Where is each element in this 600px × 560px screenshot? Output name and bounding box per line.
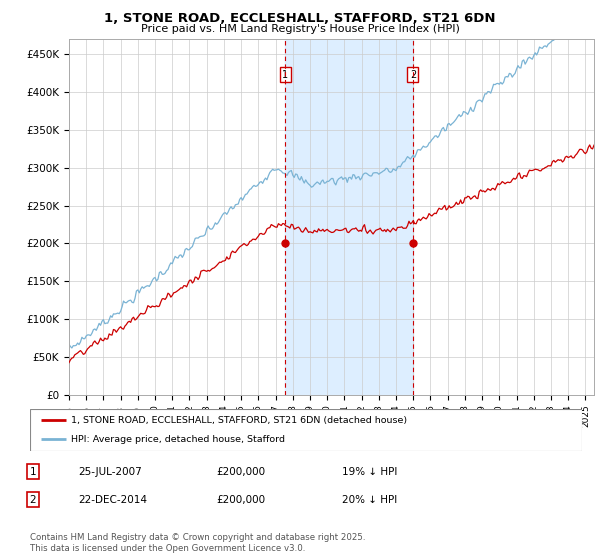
Text: 1, STONE ROAD, ECCLESHALL, STAFFORD, ST21 6DN: 1, STONE ROAD, ECCLESHALL, STAFFORD, ST2… xyxy=(104,12,496,25)
Bar xyxy=(285,39,413,395)
Text: 19% ↓ HPI: 19% ↓ HPI xyxy=(342,466,397,477)
Text: 1: 1 xyxy=(282,70,288,80)
Text: 2: 2 xyxy=(410,70,416,80)
Text: 25-JUL-2007: 25-JUL-2007 xyxy=(78,466,142,477)
Text: 1, STONE ROAD, ECCLESHALL, STAFFORD, ST21 6DN (detached house): 1, STONE ROAD, ECCLESHALL, STAFFORD, ST2… xyxy=(71,416,407,424)
Text: 20% ↓ HPI: 20% ↓ HPI xyxy=(342,494,397,505)
Text: 1: 1 xyxy=(29,466,37,477)
Text: £200,000: £200,000 xyxy=(216,494,265,505)
Text: 22-DEC-2014: 22-DEC-2014 xyxy=(78,494,147,505)
Text: Price paid vs. HM Land Registry's House Price Index (HPI): Price paid vs. HM Land Registry's House … xyxy=(140,24,460,34)
Text: £200,000: £200,000 xyxy=(216,466,265,477)
Text: HPI: Average price, detached house, Stafford: HPI: Average price, detached house, Staf… xyxy=(71,435,286,444)
Text: 2: 2 xyxy=(29,494,37,505)
Text: Contains HM Land Registry data © Crown copyright and database right 2025.
This d: Contains HM Land Registry data © Crown c… xyxy=(30,533,365,553)
